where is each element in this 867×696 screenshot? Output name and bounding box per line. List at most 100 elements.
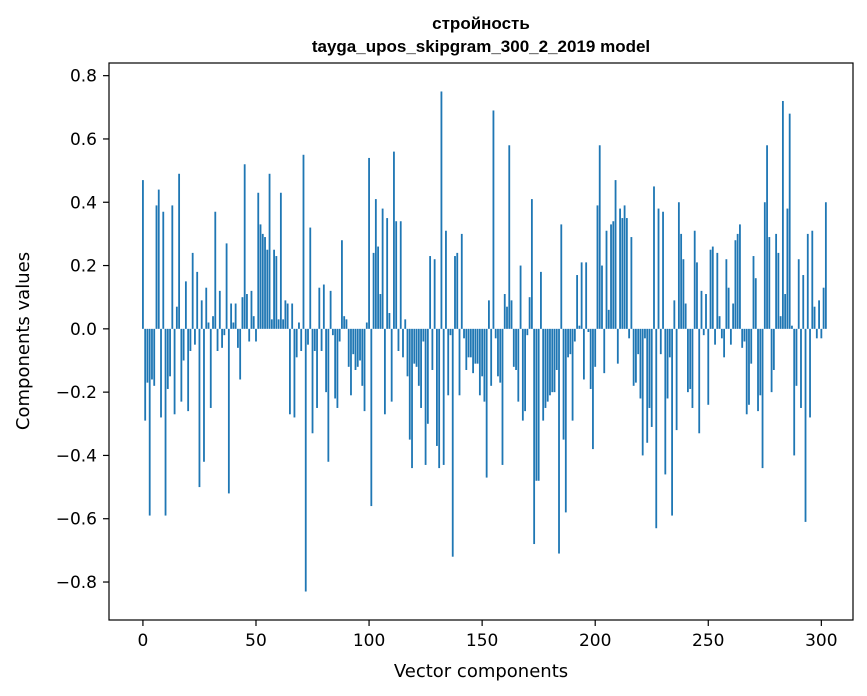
bar-100 — [368, 157, 370, 329]
bar-238 — [680, 233, 683, 329]
bar-36 — [223, 328, 226, 336]
bar-150 — [481, 328, 484, 377]
bar-258 — [725, 259, 728, 329]
bar-298 — [815, 328, 818, 339]
bar-102 — [372, 252, 375, 329]
bar-278 — [770, 328, 773, 393]
bar-275 — [763, 202, 766, 329]
bar-158 — [499, 328, 502, 383]
x-tick-label: 50 — [245, 631, 267, 651]
bar-176 — [540, 271, 542, 329]
bar-50 — [255, 328, 257, 342]
bar-230 — [662, 211, 664, 329]
x-tick-label: 150 — [466, 631, 498, 651]
bar-239 — [682, 259, 685, 329]
bar-8 — [160, 328, 162, 418]
bar-47 — [248, 328, 251, 342]
bar-92 — [350, 328, 352, 396]
bar-110 — [390, 328, 393, 402]
bar-226 — [653, 186, 655, 329]
bar-93 — [352, 328, 355, 355]
bar-215 — [628, 328, 631, 339]
bar-249 — [705, 294, 707, 329]
x-tick-label: 200 — [579, 631, 611, 651]
bar-124 — [422, 328, 425, 342]
bar-169 — [524, 328, 526, 412]
bar-213 — [623, 205, 626, 329]
bar-112 — [395, 221, 398, 329]
bar-210 — [616, 328, 619, 364]
bar-14 — [173, 328, 176, 415]
bar-125 — [424, 328, 427, 465]
bar-251 — [709, 249, 712, 329]
bar-207 — [610, 224, 612, 329]
bar-286 — [788, 113, 791, 329]
bar-261 — [732, 303, 735, 329]
bar-243 — [691, 328, 694, 408]
bar-231 — [664, 328, 667, 475]
bar-270 — [752, 256, 755, 329]
bar-139 — [456, 252, 459, 329]
bar-266 — [743, 328, 746, 342]
bar-244 — [693, 230, 696, 329]
bar-3 — [148, 328, 151, 516]
bar-236 — [675, 328, 678, 431]
bar-135 — [447, 328, 450, 396]
y-tick-label: 0.0 — [70, 320, 97, 340]
bar-37 — [225, 243, 228, 329]
bar-293 — [804, 328, 807, 522]
y-tick-label: 0.8 — [70, 67, 97, 87]
bar-255 — [718, 316, 721, 329]
bar-167 — [519, 265, 522, 329]
bar-49 — [252, 316, 255, 329]
bar-19 — [184, 281, 187, 329]
bar-108 — [386, 218, 389, 329]
bar-123 — [420, 328, 422, 408]
bar-116 — [404, 319, 407, 329]
bar-62 — [282, 319, 285, 329]
bar-161 — [506, 306, 508, 329]
bar-132 — [440, 91, 443, 329]
chart-subtitle: tayga_upos_skipgram_300_2_2019 model — [312, 37, 650, 56]
bar-220 — [639, 328, 642, 399]
bar-292 — [802, 275, 805, 329]
bar-16 — [178, 173, 181, 329]
bar-122 — [417, 328, 420, 386]
bar-157 — [497, 328, 499, 377]
bar-285 — [786, 208, 789, 329]
bar-268 — [748, 328, 750, 405]
bar-126 — [426, 328, 429, 424]
bar-111 — [393, 151, 395, 329]
bar-52 — [259, 224, 262, 329]
bar-141 — [460, 233, 463, 329]
bar-253 — [714, 328, 716, 345]
bar-131 — [438, 328, 441, 469]
bar-234 — [671, 328, 673, 516]
bar-274 — [761, 328, 764, 469]
bar-206 — [607, 309, 610, 329]
bar-180 — [549, 328, 551, 396]
bar-257 — [723, 328, 726, 358]
bar-11 — [166, 328, 169, 389]
bar-58 — [273, 249, 275, 329]
y-tick-label: −0.2 — [56, 383, 97, 403]
bar-295 — [809, 328, 811, 418]
bar-277 — [768, 237, 771, 329]
bar-272 — [757, 328, 759, 412]
bar-192 — [576, 275, 579, 329]
bar-128 — [431, 328, 434, 370]
bar-156 — [494, 328, 497, 339]
bar-83 — [329, 290, 332, 329]
bar-6 — [155, 205, 158, 329]
bar-13 — [171, 205, 174, 329]
bar-115 — [402, 328, 404, 358]
y-axis-ticks: −0.8 −0.6 −0.4 −0.2 0.0 0.2 0.4 0.6 0.8 — [56, 67, 109, 593]
bar-54 — [264, 237, 266, 329]
x-tick-label: 0 — [138, 631, 149, 651]
bar-79 — [320, 328, 323, 351]
bar-264 — [739, 224, 741, 329]
plot-frame — [108, 62, 854, 621]
bar-219 — [637, 328, 640, 355]
bar-263 — [736, 233, 739, 329]
bar-246 — [698, 328, 701, 434]
